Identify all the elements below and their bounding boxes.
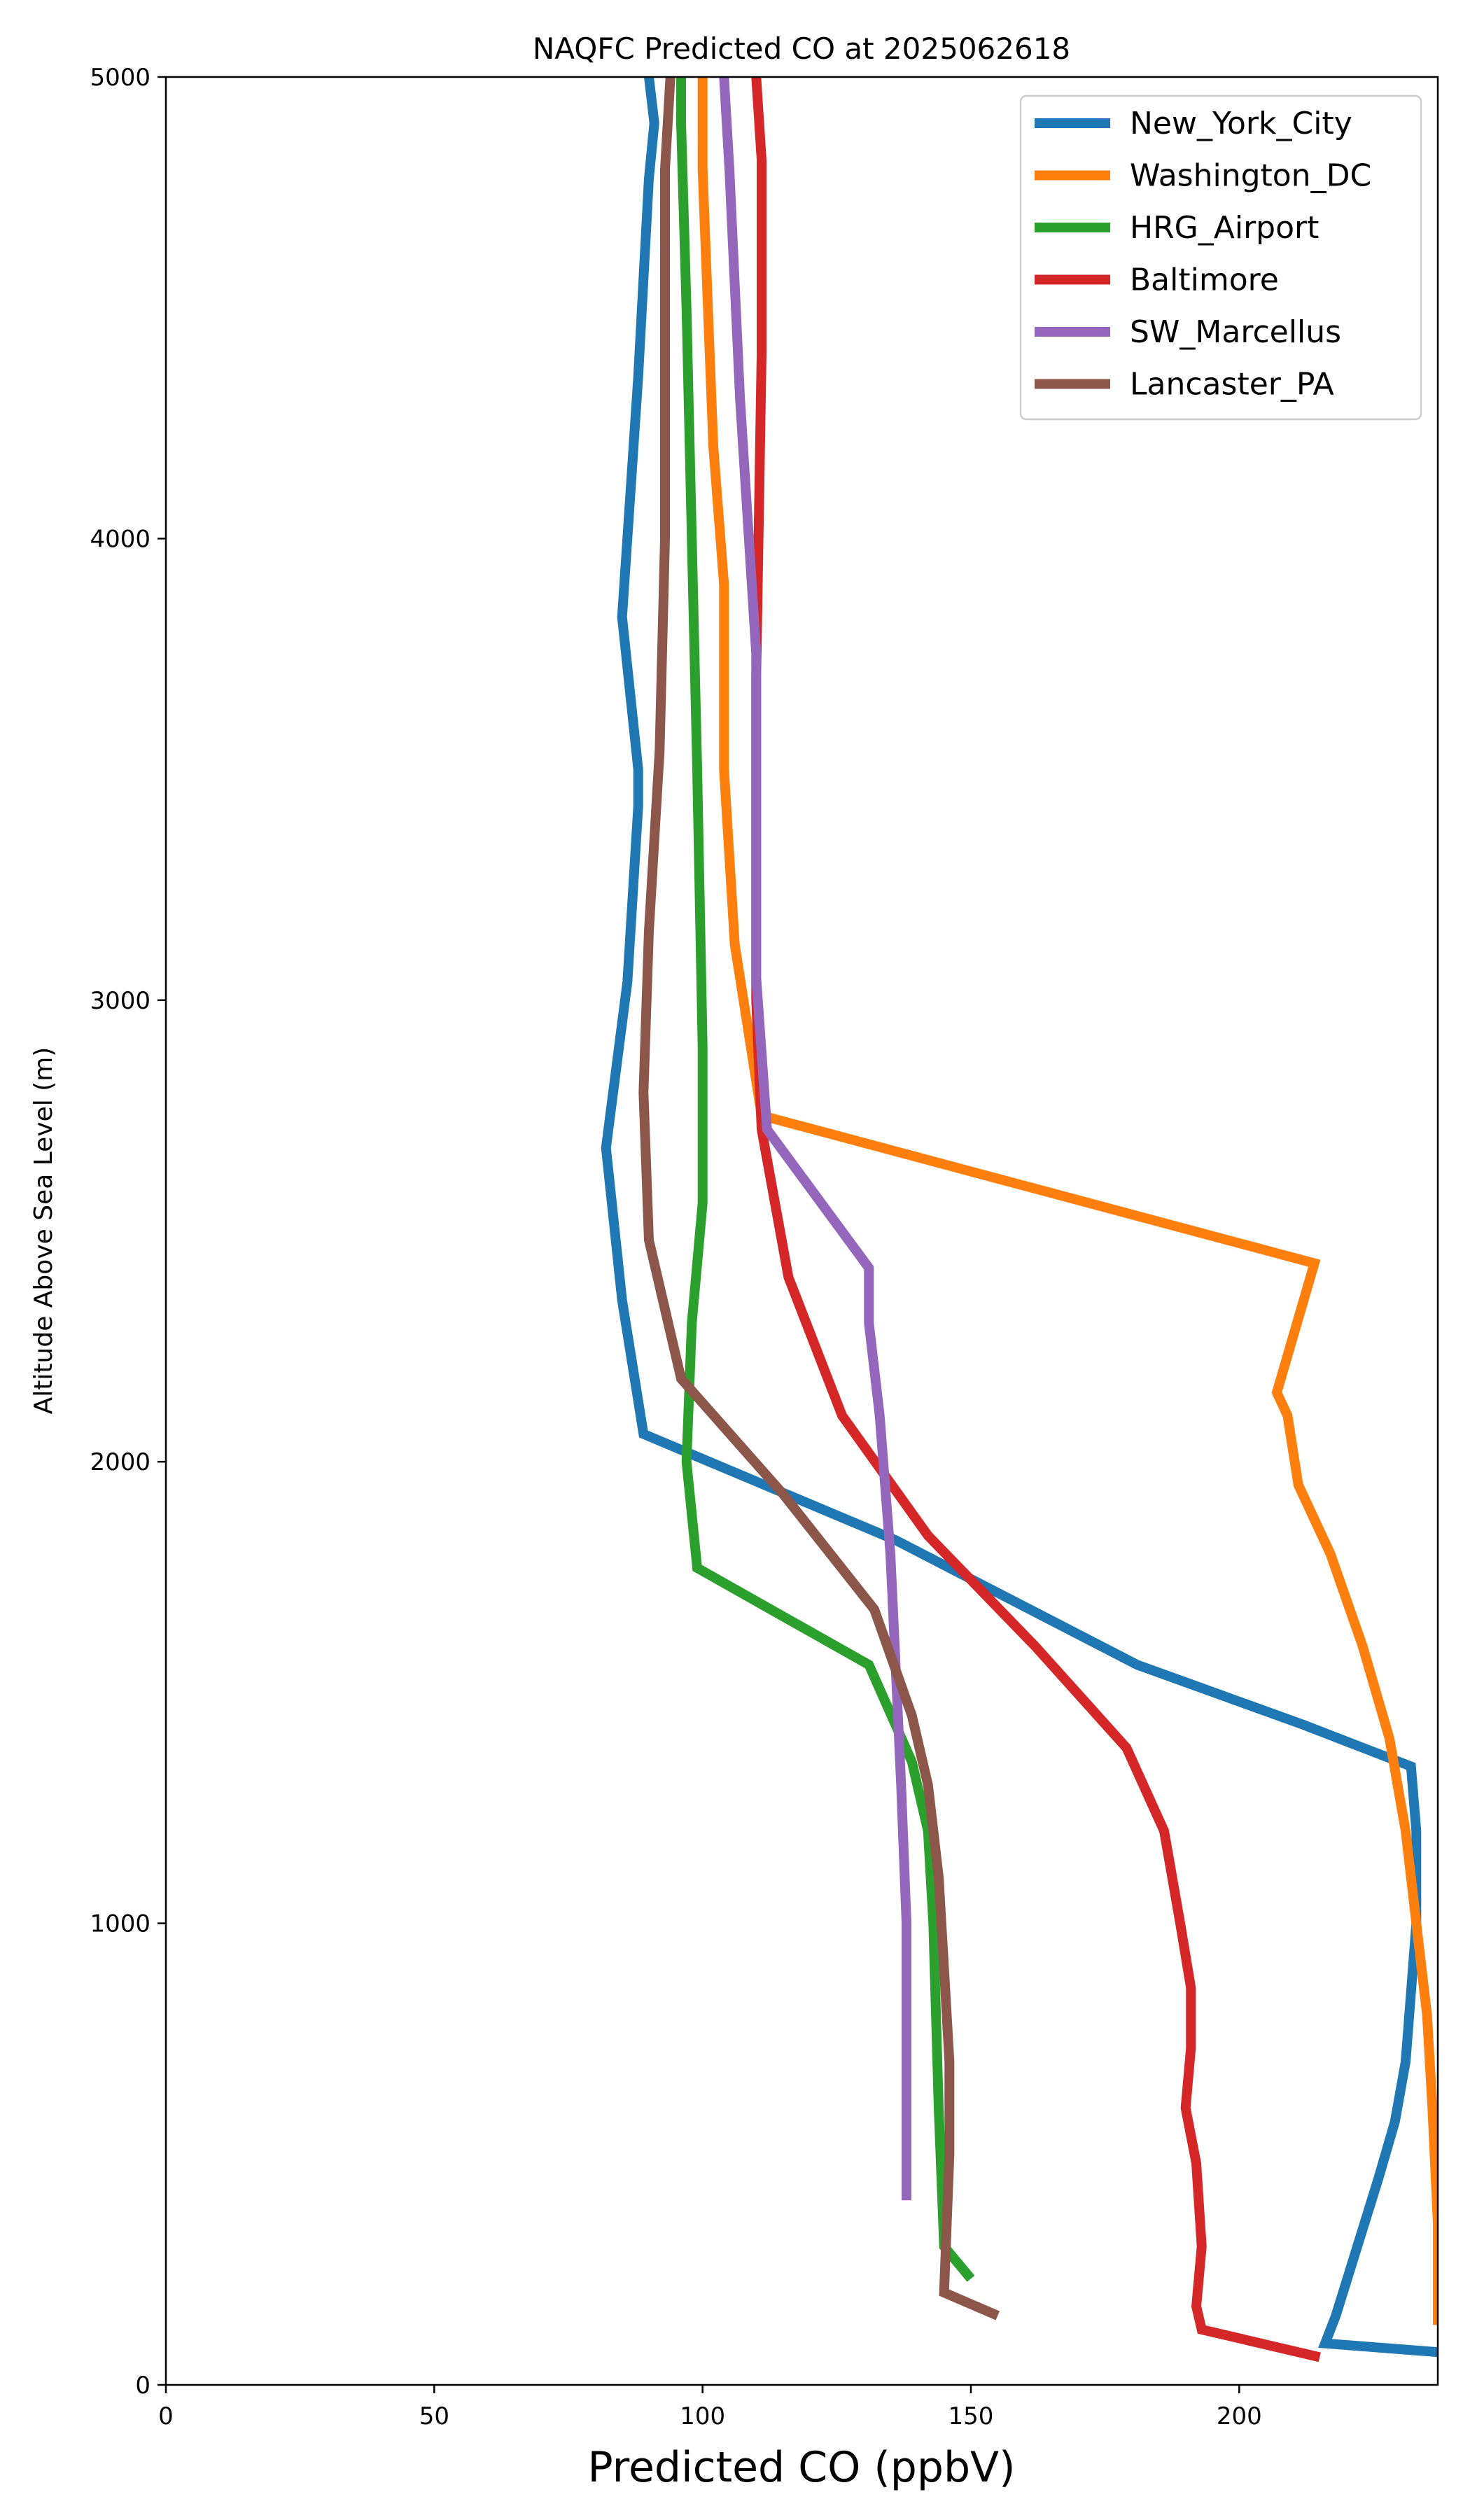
legend-label-baltimore: Baltimore bbox=[1130, 262, 1279, 298]
x-tick-label: 200 bbox=[1217, 2402, 1262, 2430]
y-axis-label: Altitude Above Sea Level (m) bbox=[29, 1047, 58, 1415]
x-tick-label: 100 bbox=[680, 2402, 725, 2430]
y-tick-label: 4000 bbox=[90, 525, 150, 553]
series-line-hrg-airport bbox=[676, 77, 975, 2282]
legend-label-washington-dc: Washington_DC bbox=[1130, 158, 1371, 194]
legend-label-sw-marcellus: SW_Marcellus bbox=[1130, 314, 1341, 350]
series-line-lancaster-pa bbox=[638, 77, 1000, 2320]
legend-label-lancaster-pa: Lancaster_PA bbox=[1130, 367, 1334, 402]
chart-title: NAQFC Predicted CO at 2025062618 bbox=[533, 31, 1070, 66]
x-axis-label: Predicted CO (ppbV) bbox=[587, 2443, 1015, 2492]
y-tick-label: 3000 bbox=[90, 987, 150, 1015]
series-line-sw-marcellus bbox=[719, 77, 911, 2201]
y-tick-label: 1000 bbox=[90, 1910, 150, 1938]
series-line-new-york-city bbox=[601, 77, 1438, 2358]
legend-label-hrg-airport: HRG_Airport bbox=[1130, 210, 1319, 246]
x-tick-label: 50 bbox=[419, 2402, 449, 2430]
x-tick-label: 0 bbox=[158, 2402, 174, 2430]
legend-label-new-york-city: New_York_City bbox=[1130, 106, 1352, 141]
series-layer bbox=[601, 77, 1438, 2362]
legend-box bbox=[1019, 94, 1422, 421]
legend-items: New_York_City Washington_DC HRG_Airport Bal… bbox=[1035, 106, 1371, 402]
series-line-washington-dc bbox=[697, 77, 1438, 2325]
plot-area-frame bbox=[164, 76, 1439, 2386]
legend: New_York_City Washington_DC HRG_Airport Bal… bbox=[1019, 94, 1422, 421]
y-tick-label: 5000 bbox=[90, 64, 150, 92]
x-tick-label: 150 bbox=[948, 2402, 994, 2430]
y-tick-label: 2000 bbox=[90, 1448, 150, 1476]
y-tick-label: 0 bbox=[135, 2372, 150, 2400]
